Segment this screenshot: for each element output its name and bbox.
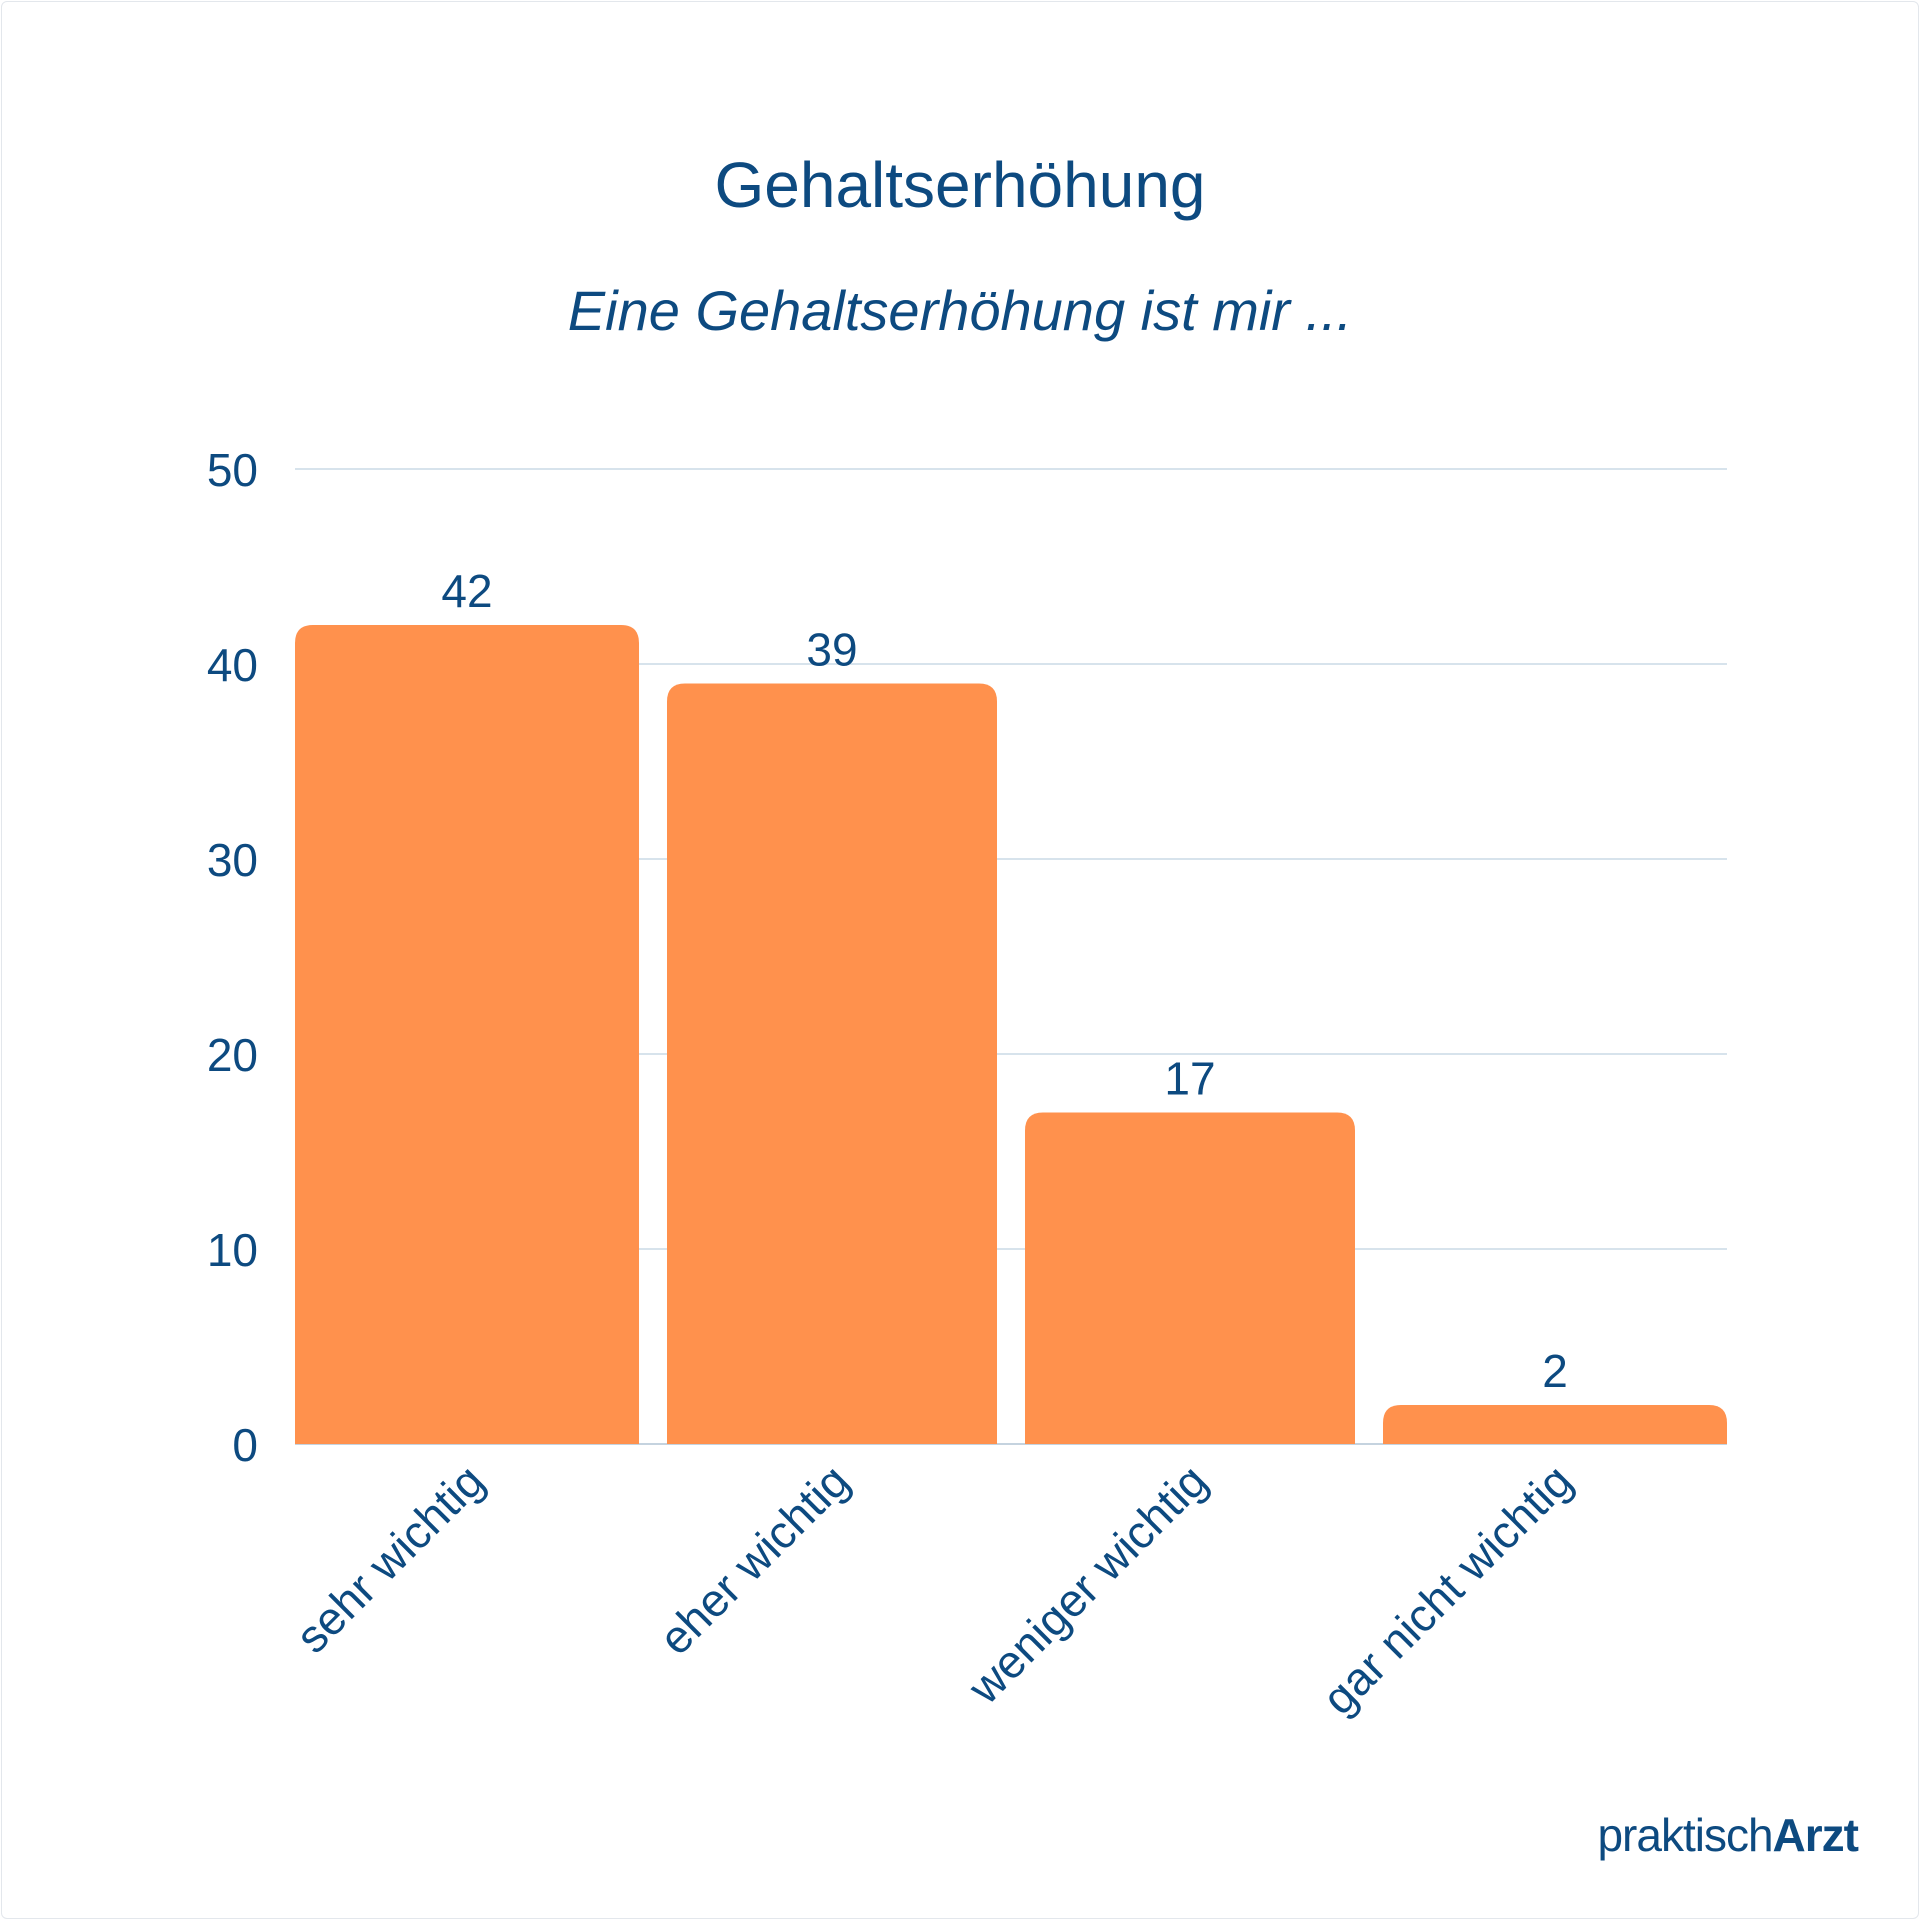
x-tick-label: sehr wichtig <box>286 1454 495 1663</box>
y-tick-label: 0 <box>232 1419 258 1471</box>
y-tick-label: 40 <box>207 639 258 691</box>
data-label: 2 <box>1542 1345 1568 1397</box>
brand-logo-light: praktisch <box>1597 1809 1773 1861</box>
bar <box>295 625 639 1444</box>
data-label: 17 <box>1164 1053 1215 1105</box>
brand-logo-bold: Arzt <box>1772 1809 1859 1861</box>
bar <box>1025 1112 1355 1444</box>
chart-title: Gehaltserhöhung <box>714 149 1206 221</box>
x-tick-label: eher wichtig <box>649 1454 859 1664</box>
bar <box>1383 1405 1727 1444</box>
data-label: 39 <box>806 624 857 676</box>
y-tick-label: 20 <box>207 1029 258 1081</box>
data-label: 42 <box>441 565 492 617</box>
x-tick-label: weniger wichtig <box>957 1454 1217 1714</box>
brand-logo: praktischArzt <box>1597 1808 1859 1862</box>
y-tick-label: 50 <box>207 444 258 496</box>
chart-subtitle: Eine Gehaltserhöhung ist mir ... <box>567 279 1353 342</box>
bar <box>667 683 997 1444</box>
y-tick-label: 10 <box>207 1224 258 1276</box>
x-tick-label: gar nicht wichtig <box>1312 1454 1582 1724</box>
y-tick-label: 30 <box>207 834 258 886</box>
